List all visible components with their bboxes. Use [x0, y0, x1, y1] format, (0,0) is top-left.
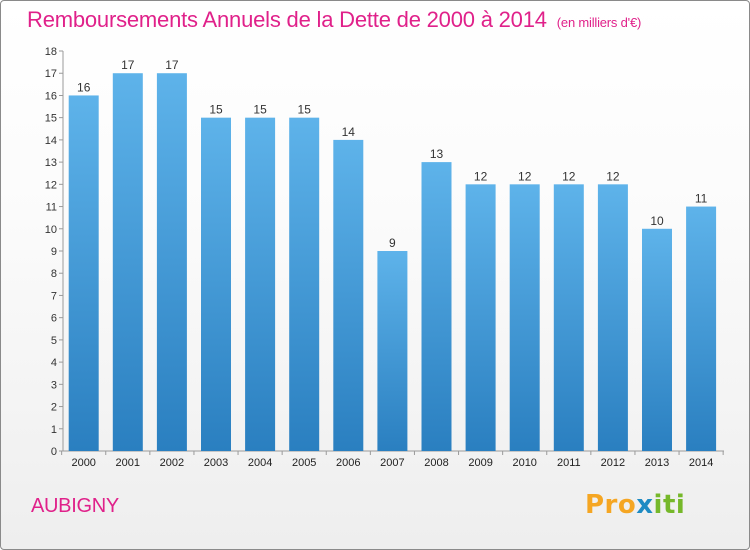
- bar-value-label: 12: [518, 169, 532, 183]
- bar: [553, 184, 584, 452]
- x-tick-label: 2008: [424, 457, 448, 469]
- logo-part-3: iti: [653, 490, 686, 520]
- y-tick-label: 18: [45, 46, 57, 58]
- x-tick-label: 2011: [557, 457, 581, 469]
- bar: [686, 206, 717, 451]
- chart-unit-note: (en milliers d'€): [556, 15, 642, 30]
- y-tick-label: 9: [51, 246, 57, 258]
- bars: [68, 73, 717, 452]
- logo-part-2: x: [636, 490, 654, 520]
- bar: [642, 228, 672, 451]
- bar-value-label: 17: [165, 58, 179, 72]
- y-tick-label: 5: [51, 335, 57, 347]
- bar-value-label: 9: [389, 236, 396, 250]
- bar-value-label: 15: [209, 103, 223, 117]
- x-tick-label: 2010: [512, 457, 536, 469]
- bar: [201, 117, 231, 452]
- y-tick-label: 10: [45, 224, 57, 236]
- x-tick-label: 2013: [645, 457, 669, 469]
- bar: [333, 139, 364, 451]
- bar: [112, 73, 143, 451]
- bar: [68, 95, 99, 451]
- x-tick-label: 2014: [689, 457, 713, 469]
- bar-value-label: 15: [298, 103, 312, 117]
- bar-value-label: 12: [606, 169, 620, 183]
- bar-value-label: 13: [430, 147, 444, 161]
- y-tick-label: 11: [46, 202, 57, 214]
- y-tick-label: 0: [51, 446, 57, 458]
- bar: [421, 162, 452, 451]
- y-tick-label: 15: [45, 113, 57, 125]
- x-tick-label: 2006: [336, 457, 360, 469]
- bar-value-label: 12: [562, 169, 576, 183]
- y-tick-label: 8: [51, 268, 57, 280]
- chart-title: Remboursements Annuels de la Dette de 20…: [27, 7, 641, 33]
- y-tick-label: 4: [51, 357, 57, 369]
- labels: 2000 16 2001 17 2002 17 2003 15 2004 15 2005 15 2006…: [71, 58, 713, 469]
- bar-value-label: 12: [474, 169, 488, 183]
- bar-value-label: 16: [77, 80, 91, 94]
- y-tick-label: 17: [45, 68, 57, 80]
- bar: [289, 117, 320, 452]
- bar-value-label: 11: [695, 192, 708, 206]
- bar-value-label: 17: [121, 58, 135, 72]
- x-tick-label: 2009: [468, 457, 492, 469]
- y-tick-label: 12: [45, 179, 57, 191]
- y-tick-label: 16: [45, 90, 57, 102]
- bar: [509, 184, 540, 452]
- bar: [465, 184, 496, 452]
- y-tick-label: 3: [51, 379, 57, 391]
- x-tick-label: 2012: [601, 457, 625, 469]
- bar: [245, 117, 276, 452]
- bar-value-label: 14: [342, 125, 356, 139]
- y-tick-label: 1: [51, 424, 57, 436]
- bar-value-label: 15: [253, 103, 267, 117]
- logo-part-1: Pro: [585, 490, 637, 520]
- x-tick-label: 2000: [71, 457, 95, 469]
- x-tick-label: 2005: [292, 457, 316, 469]
- bar: [377, 251, 408, 451]
- bar-value-label: 10: [650, 214, 664, 228]
- x-tick-label: 2002: [160, 457, 184, 469]
- x-tick-label: 2003: [204, 457, 228, 469]
- chart-title-text: Remboursements Annuels de la Dette de 20…: [27, 7, 547, 32]
- proxiti-logo: Proxiti: [585, 490, 685, 520]
- x-tick-label: 2004: [248, 457, 272, 469]
- y-tick-label: 7: [51, 290, 57, 302]
- y-tick-label: 2: [51, 402, 57, 414]
- x-tick-label: 2007: [380, 457, 404, 469]
- bar: [156, 73, 187, 451]
- x-tick-label: 2001: [116, 457, 140, 469]
- bar: [597, 184, 628, 452]
- y-tick-label: 13: [45, 157, 57, 169]
- y-tick-label: 14: [45, 135, 57, 147]
- y-tick-label: 6: [51, 313, 57, 325]
- commune-name: AUBIGNY: [31, 495, 119, 517]
